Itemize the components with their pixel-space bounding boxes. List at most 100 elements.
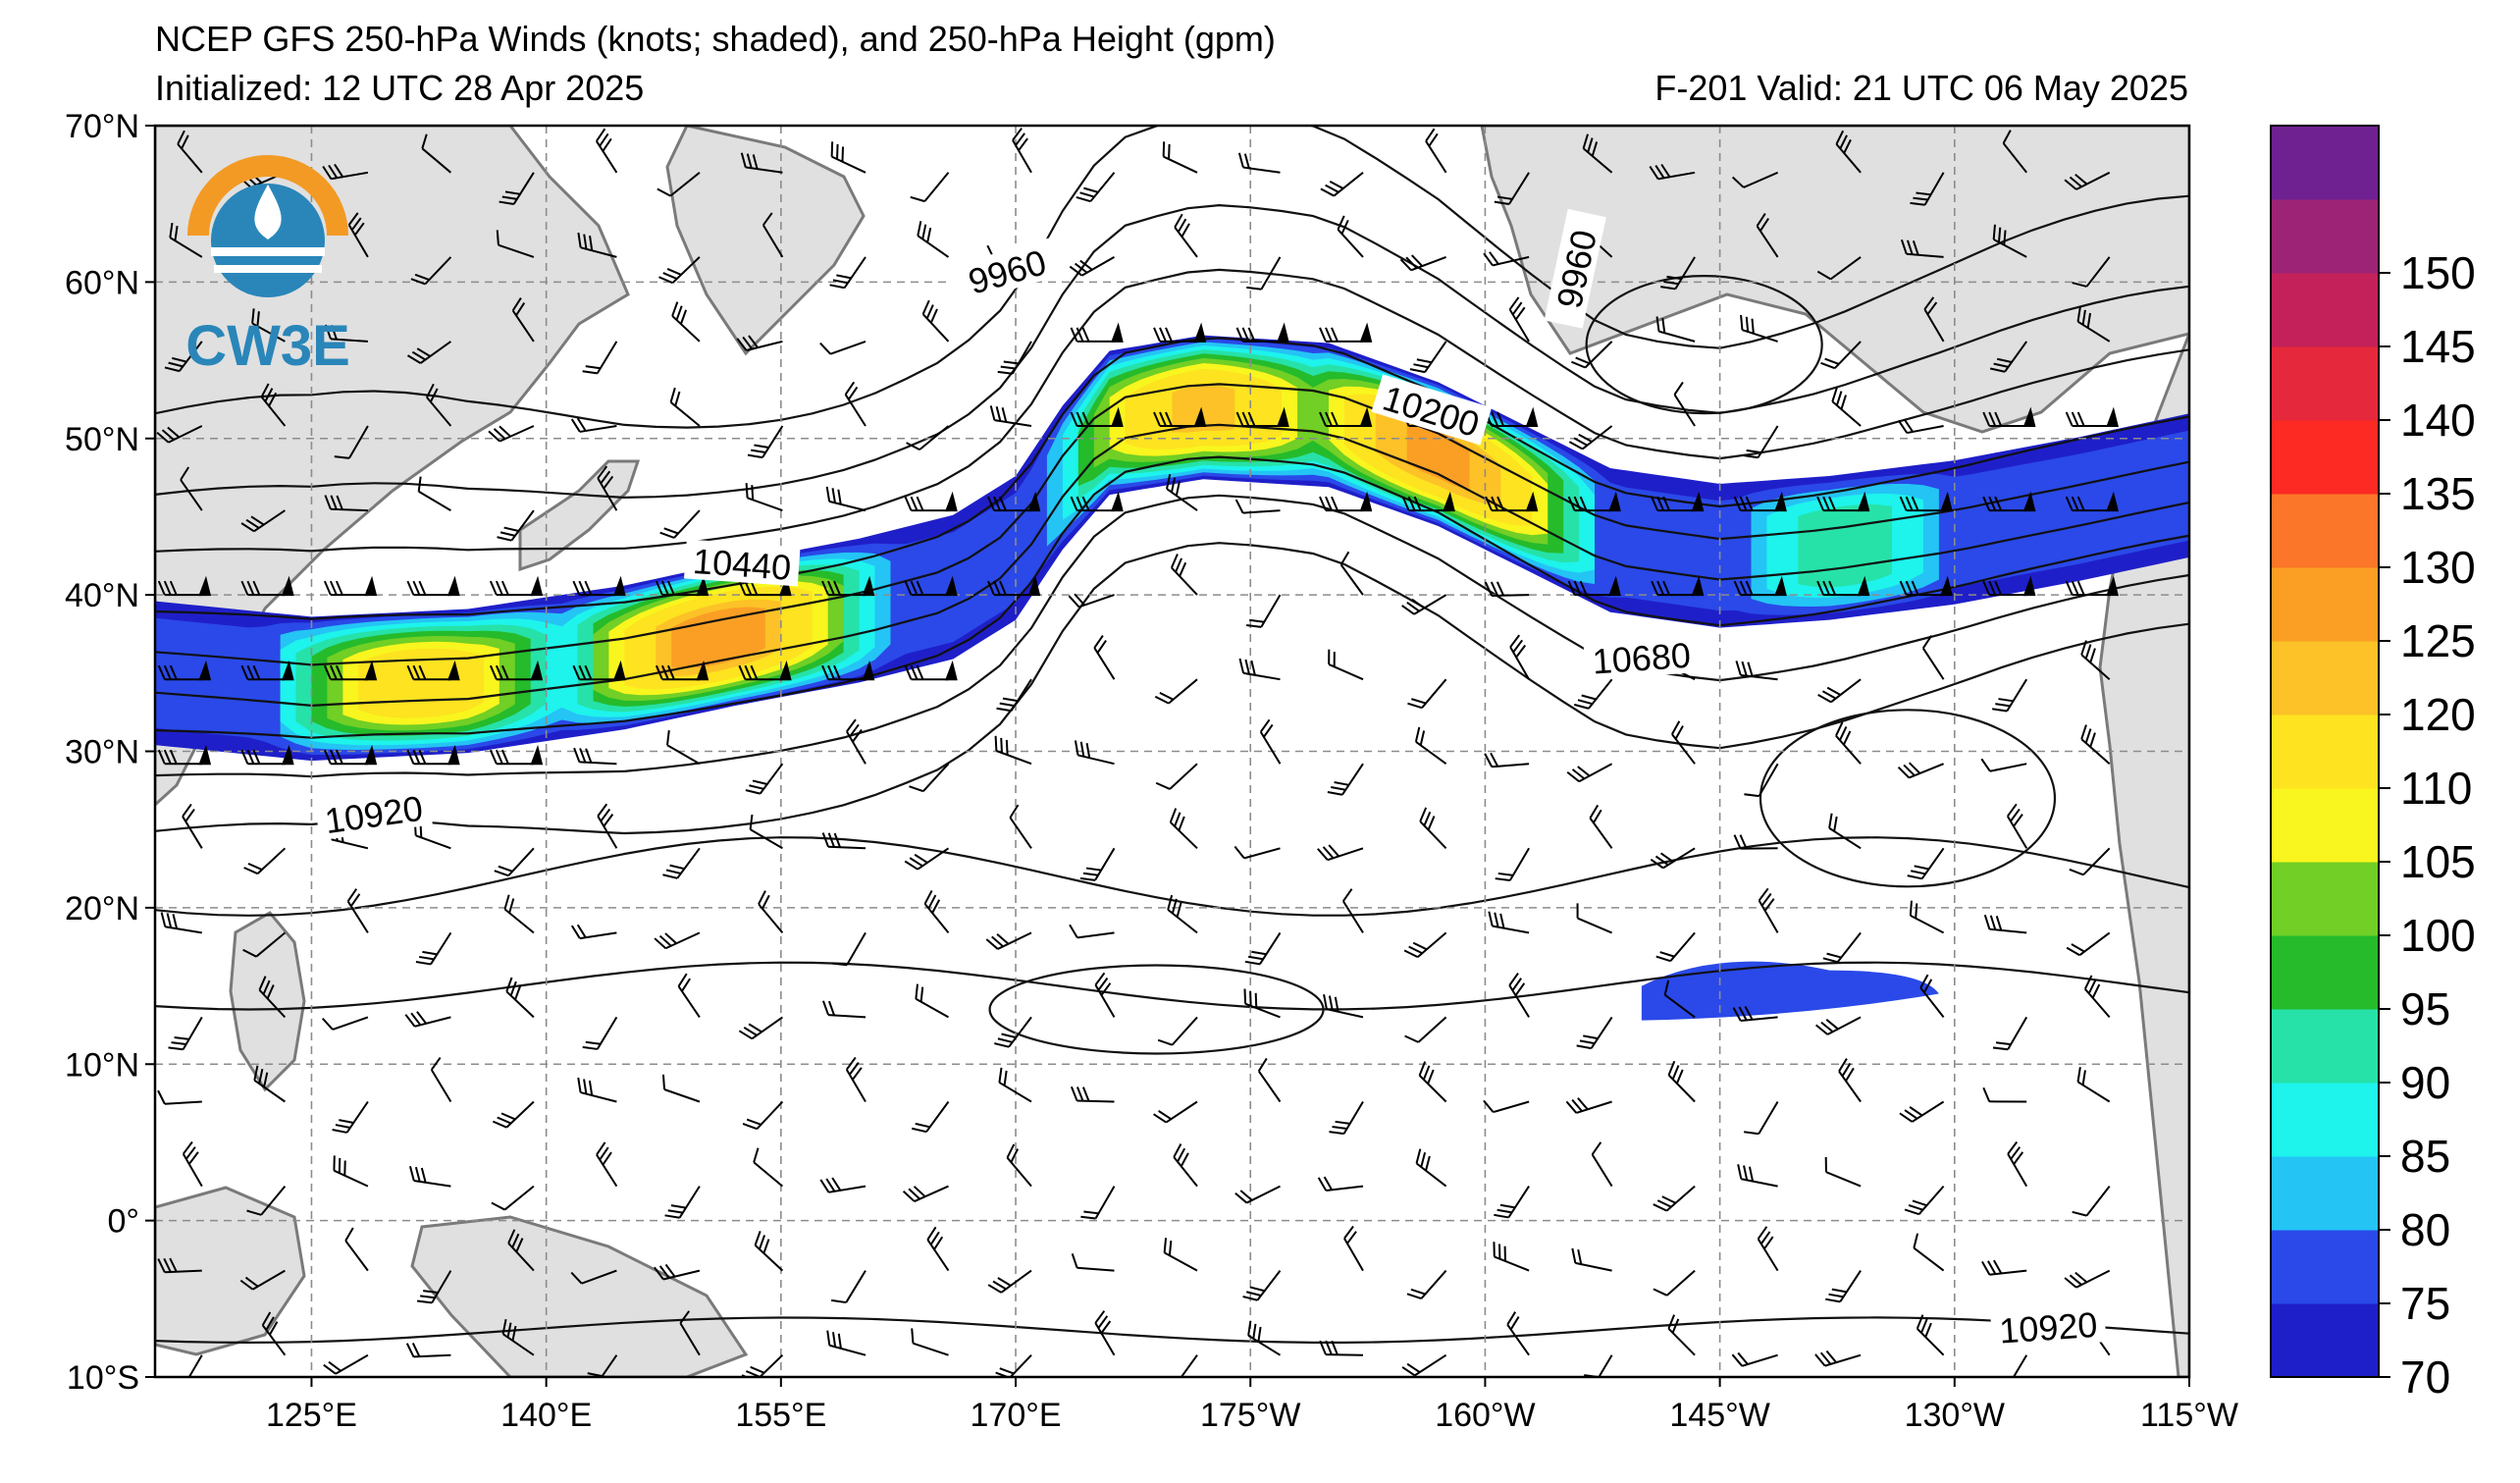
wind-barb bbox=[570, 1269, 617, 1285]
wind-barb bbox=[334, 425, 369, 459]
wind-barb bbox=[1673, 381, 1696, 427]
wave-band bbox=[214, 265, 322, 273]
wind-barb bbox=[511, 297, 535, 343]
wind-barb bbox=[921, 299, 950, 343]
wind-barb bbox=[346, 888, 369, 933]
wind-barb bbox=[1732, 1005, 1778, 1022]
wind-barb bbox=[1816, 256, 1862, 281]
wind-barb bbox=[1982, 406, 2036, 427]
wind-barb bbox=[573, 747, 617, 766]
wind-barb bbox=[1835, 130, 1862, 174]
wind-barb bbox=[1820, 341, 1862, 370]
wind-barb bbox=[819, 1177, 866, 1193]
height-contour bbox=[155, 542, 2189, 835]
wind-barb bbox=[1235, 322, 1289, 343]
wind-barb bbox=[1671, 720, 1696, 765]
wind-barb bbox=[906, 425, 950, 451]
wind-barb bbox=[1488, 911, 1530, 934]
wind-barb bbox=[2006, 1354, 2028, 1377]
lat-tick-label: 20°N bbox=[65, 890, 139, 927]
wind-barb bbox=[1495, 847, 1530, 882]
wind-barb bbox=[926, 1226, 950, 1272]
wind-barb bbox=[1650, 847, 1696, 870]
wind-barb bbox=[1319, 322, 1373, 343]
wind-barb bbox=[416, 1270, 452, 1304]
wind-barb bbox=[1415, 1148, 1447, 1188]
wind-barb bbox=[347, 212, 369, 258]
wind-barb bbox=[1814, 1016, 1862, 1035]
wind-barb bbox=[1244, 931, 1282, 966]
wind-barb bbox=[1484, 581, 1530, 597]
wind-barb bbox=[1740, 314, 1778, 343]
wind-barb bbox=[654, 1263, 701, 1281]
wind-barb bbox=[1173, 1143, 1198, 1188]
wind-barb bbox=[821, 575, 875, 597]
svg-text:10680: 10680 bbox=[1591, 635, 1692, 682]
wind-barb bbox=[1069, 924, 1115, 939]
wind-barb bbox=[582, 1016, 618, 1050]
height-contour bbox=[988, 964, 1325, 1055]
wind-barb bbox=[323, 575, 378, 597]
wind-barb bbox=[1743, 425, 1779, 459]
wind-barb bbox=[1576, 903, 1612, 934]
wind-barb bbox=[754, 1231, 784, 1272]
latitude-axis: 70°N 60°N 50°N 40°N 30°N 20°N 10°N 0° 10°S bbox=[65, 108, 155, 1397]
wind-barb bbox=[489, 575, 544, 597]
wind-barb bbox=[1174, 213, 1198, 258]
wind-barb bbox=[2083, 975, 2111, 1019]
wind-barb bbox=[596, 128, 618, 174]
japan bbox=[518, 459, 641, 572]
wind-barb bbox=[1068, 593, 1115, 609]
wind-barb bbox=[911, 1100, 950, 1134]
wind-barb bbox=[1317, 1176, 1364, 1192]
water-drop-icon bbox=[254, 185, 282, 239]
colorbar-tick-label: 80 bbox=[2400, 1204, 2450, 1255]
wind-barb bbox=[1758, 887, 1779, 933]
lon-tick-label: 140°E bbox=[500, 1397, 592, 1434]
wind-barb bbox=[740, 152, 783, 174]
wind-barb bbox=[322, 163, 369, 181]
wind-barb bbox=[2066, 931, 2111, 957]
wind-barb bbox=[572, 575, 626, 597]
wind-barb bbox=[1568, 425, 1613, 450]
wind-barb bbox=[1816, 491, 1870, 512]
wind-barb bbox=[1982, 1086, 2027, 1103]
wind-barb bbox=[917, 221, 950, 258]
wind-barb bbox=[844, 381, 866, 427]
wind-barb bbox=[323, 1353, 369, 1375]
wind-barb bbox=[587, 1354, 618, 1377]
wind-barb bbox=[825, 486, 866, 512]
colorbar-segment bbox=[2271, 715, 2379, 789]
colorbar-tick-label: 135 bbox=[2400, 468, 2476, 519]
colorbar-segment bbox=[2271, 273, 2379, 347]
colorbar-tick-label: 100 bbox=[2400, 910, 2476, 961]
wind-barb bbox=[2006, 803, 2028, 849]
wind-barb bbox=[1494, 172, 1530, 205]
wind-barb bbox=[242, 931, 287, 958]
wind-barb bbox=[239, 1269, 286, 1291]
wind-barb bbox=[1733, 575, 1787, 597]
wind-barb bbox=[845, 1056, 866, 1103]
wind-barb bbox=[1570, 341, 1613, 369]
wind-barb bbox=[1407, 678, 1447, 710]
colorbar-segment bbox=[2271, 1156, 2379, 1231]
wind-barb bbox=[1167, 894, 1198, 934]
wind-barb bbox=[1835, 721, 1862, 765]
wind-barb bbox=[1093, 634, 1116, 680]
wind-barb bbox=[1733, 834, 1778, 850]
wind-barb bbox=[1257, 1057, 1282, 1103]
wind-barb bbox=[747, 425, 784, 459]
height-contour bbox=[155, 383, 2189, 666]
wind-barb bbox=[1897, 762, 1944, 779]
lat-tick-label: 40°N bbox=[65, 577, 139, 614]
wind-barb bbox=[1744, 1100, 1779, 1136]
wind-barb bbox=[910, 172, 950, 203]
wind-barb bbox=[1401, 594, 1447, 615]
wind-barb bbox=[1238, 658, 1281, 681]
wind-barb bbox=[1565, 1097, 1612, 1114]
wind-barb bbox=[1234, 1185, 1281, 1204]
wind-barb bbox=[1009, 804, 1032, 849]
wind-barb bbox=[1234, 845, 1281, 860]
wind-barb bbox=[738, 575, 792, 597]
wind-barb bbox=[1982, 491, 2036, 512]
